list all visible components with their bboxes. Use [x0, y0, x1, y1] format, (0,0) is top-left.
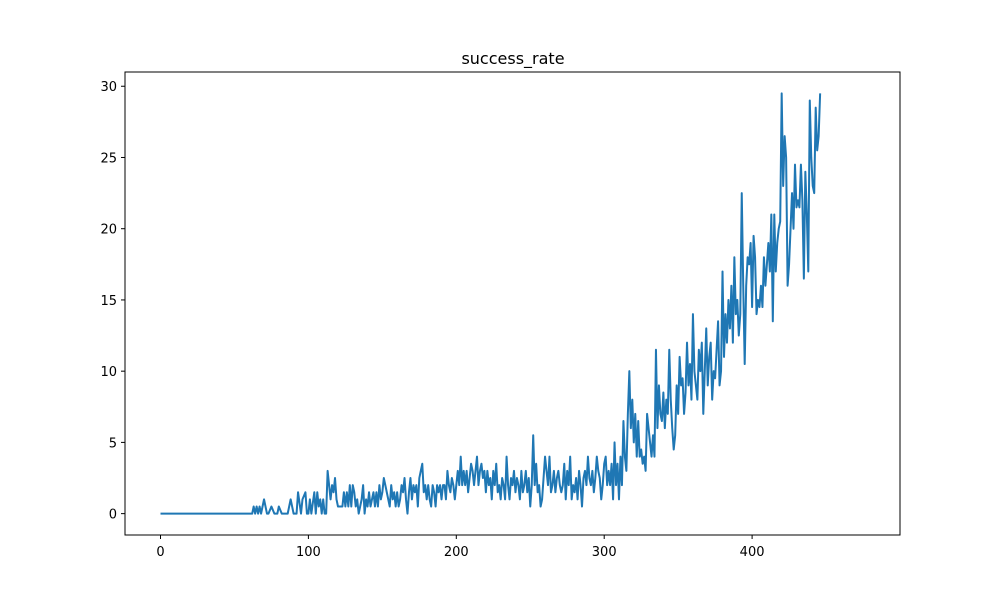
- y-tick-label: 30: [100, 80, 117, 95]
- axes: 0 100 200 300 400 0 5 10 15 20 25 30: [100, 80, 764, 560]
- x-tick-label: 100: [296, 545, 321, 560]
- y-tick-label: 15: [100, 294, 117, 309]
- plot-frame: [124, 71, 901, 536]
- y-tick-label: 10: [100, 365, 117, 380]
- y-tick-label: 0: [109, 508, 117, 523]
- chart-title: success_rate: [461, 49, 564, 69]
- y-tick-label: 25: [100, 151, 117, 166]
- series-line-0: [160, 92, 822, 515]
- y-tick-label: 20: [100, 223, 117, 238]
- series-layer: [160, 92, 822, 515]
- x-tick-label: 200: [444, 545, 469, 560]
- y-tick-label: 5: [109, 436, 117, 451]
- x-tick-label: 300: [592, 545, 617, 560]
- x-tick-label: 0: [156, 545, 164, 560]
- x-tick-label: 400: [740, 545, 765, 560]
